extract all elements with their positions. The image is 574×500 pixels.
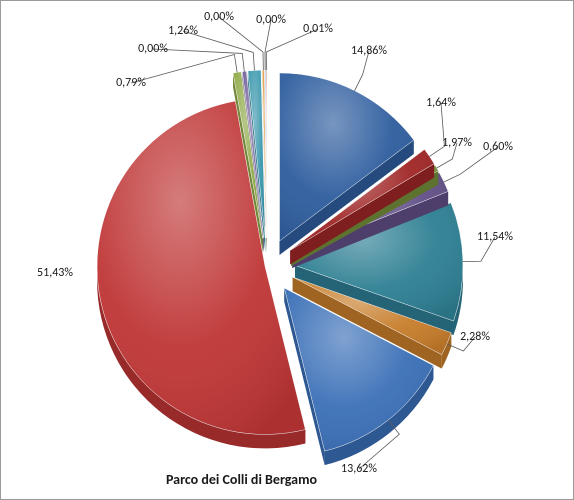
slice-label: 51,43%	[37, 266, 73, 280]
pie-chart-container: 14,86% 1,64% 1,97% 0,60% 11,54% 2,28% 13,62% 51…	[0, 0, 574, 500]
slice-label: 1,97%	[442, 136, 472, 150]
slice-label: 0,79%	[116, 76, 146, 90]
slice-label: 0,00%	[138, 42, 168, 56]
slice-label: 0,60%	[483, 140, 513, 154]
leader-line	[265, 20, 271, 70]
slice-label: 13,62%	[341, 462, 377, 476]
slice-label: 1,64%	[426, 96, 456, 110]
slice-label: 11,54%	[477, 230, 513, 244]
chart-caption: Parco dei Colli di Bergamo	[166, 471, 317, 488]
pie-chart-svg	[1, 1, 574, 500]
slice-label: 14,86%	[351, 44, 387, 58]
slice-label: 0,00%	[204, 10, 234, 24]
slice-label: 0,00%	[256, 13, 286, 27]
slice-label: 2,28%	[460, 330, 490, 344]
slice-label: 0,01%	[303, 22, 333, 36]
slice-label: 1,26%	[168, 24, 198, 38]
pie-slice	[97, 101, 305, 434]
leader-line	[131, 55, 237, 83]
